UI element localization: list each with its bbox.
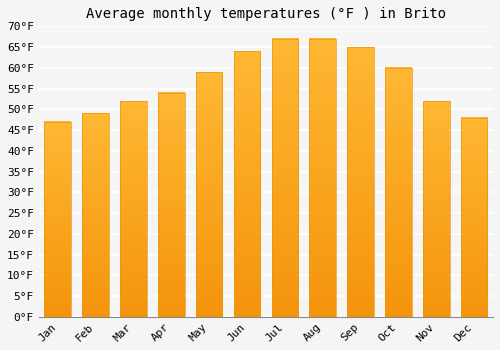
Bar xyxy=(310,39,336,317)
Bar xyxy=(234,51,260,317)
Title: Average monthly temperatures (°F ) in Brito: Average monthly temperatures (°F ) in Br… xyxy=(86,7,446,21)
Bar xyxy=(44,122,71,317)
Bar xyxy=(385,68,411,317)
Bar xyxy=(461,118,487,317)
Bar xyxy=(423,101,450,317)
Bar xyxy=(82,113,109,317)
Bar xyxy=(120,101,146,317)
Bar xyxy=(158,93,184,317)
Bar xyxy=(196,72,222,317)
Bar xyxy=(272,39,298,317)
Bar xyxy=(348,47,374,317)
